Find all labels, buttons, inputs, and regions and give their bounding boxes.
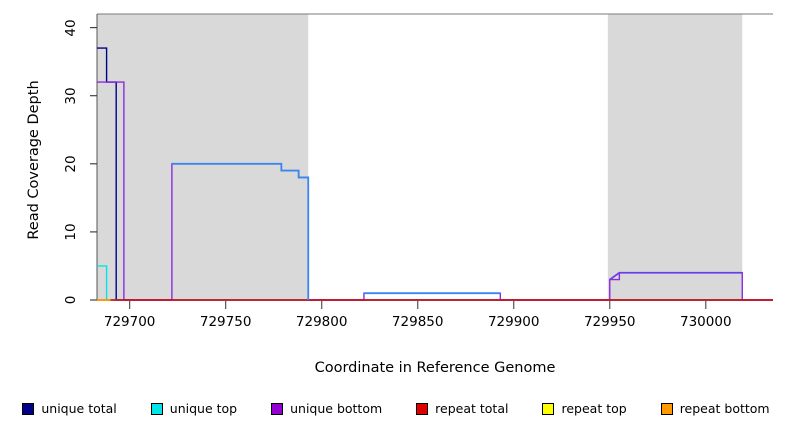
- legend-label: repeat bottom: [679, 400, 770, 416]
- x-tick-label-730000: 730000: [680, 314, 732, 330]
- legend-item-repeat-bottom[interactable]: repeat bottom: [660, 400, 770, 416]
- legend-swatch-repeat-top-icon: [542, 403, 555, 415]
- x-axis-title: Coordinate in Reference Genome: [314, 360, 556, 376]
- y-tick-label-10: 10: [63, 223, 79, 241]
- legend-swatch-unique-top-icon: [150, 403, 163, 415]
- legend-swatch-unique-bottom-icon: [271, 403, 284, 415]
- x-tick-label-729750: 729750: [199, 314, 252, 330]
- x-tick-label-729950: 729950: [583, 314, 636, 330]
- legend-item-repeat-top[interactable]: repeat top: [542, 400, 627, 416]
- legend-label: unique total: [41, 400, 117, 416]
- x-tick-label-729800: 729800: [295, 314, 348, 330]
- legend-label: unique top: [169, 400, 238, 416]
- legend-swatch-unique-total-icon: [22, 403, 35, 415]
- x-tick-label-729900: 729900: [487, 314, 540, 330]
- legend-label: unique bottom: [290, 400, 383, 416]
- y-tick-label-30: 30: [63, 87, 79, 105]
- legend-item-unique-bottom[interactable]: unique bottom: [271, 400, 383, 416]
- legend-swatch-repeat-total-icon: [416, 403, 429, 415]
- legend-swatch-repeat-bottom-icon: [660, 403, 673, 415]
- y-tick-label-20: 20: [63, 155, 79, 173]
- shaded-region-1: [607, 14, 743, 300]
- x-tick-label-729850: 729850: [391, 314, 444, 330]
- y-tick-label-0: 0: [63, 295, 79, 305]
- coverage-step-right: [609, 271, 743, 281]
- y-tick-label-40: 40: [63, 19, 79, 37]
- legend-label: repeat top: [561, 400, 627, 416]
- y-axis-title: Read Coverage Depth: [26, 80, 42, 240]
- legend-label: repeat total: [435, 400, 509, 416]
- coverage-step-main: [171, 162, 310, 300]
- x-tick-label-729700: 729700: [103, 314, 156, 330]
- chart-legend: unique total unique top unique bottom repea…: [0, 398, 792, 420]
- shaded-region-0: [97, 14, 309, 300]
- legend-item-unique-total[interactable]: unique total: [22, 400, 117, 416]
- legend-item-unique-top[interactable]: unique top: [150, 400, 238, 416]
- legend-item-repeat-total[interactable]: repeat total: [416, 400, 509, 416]
